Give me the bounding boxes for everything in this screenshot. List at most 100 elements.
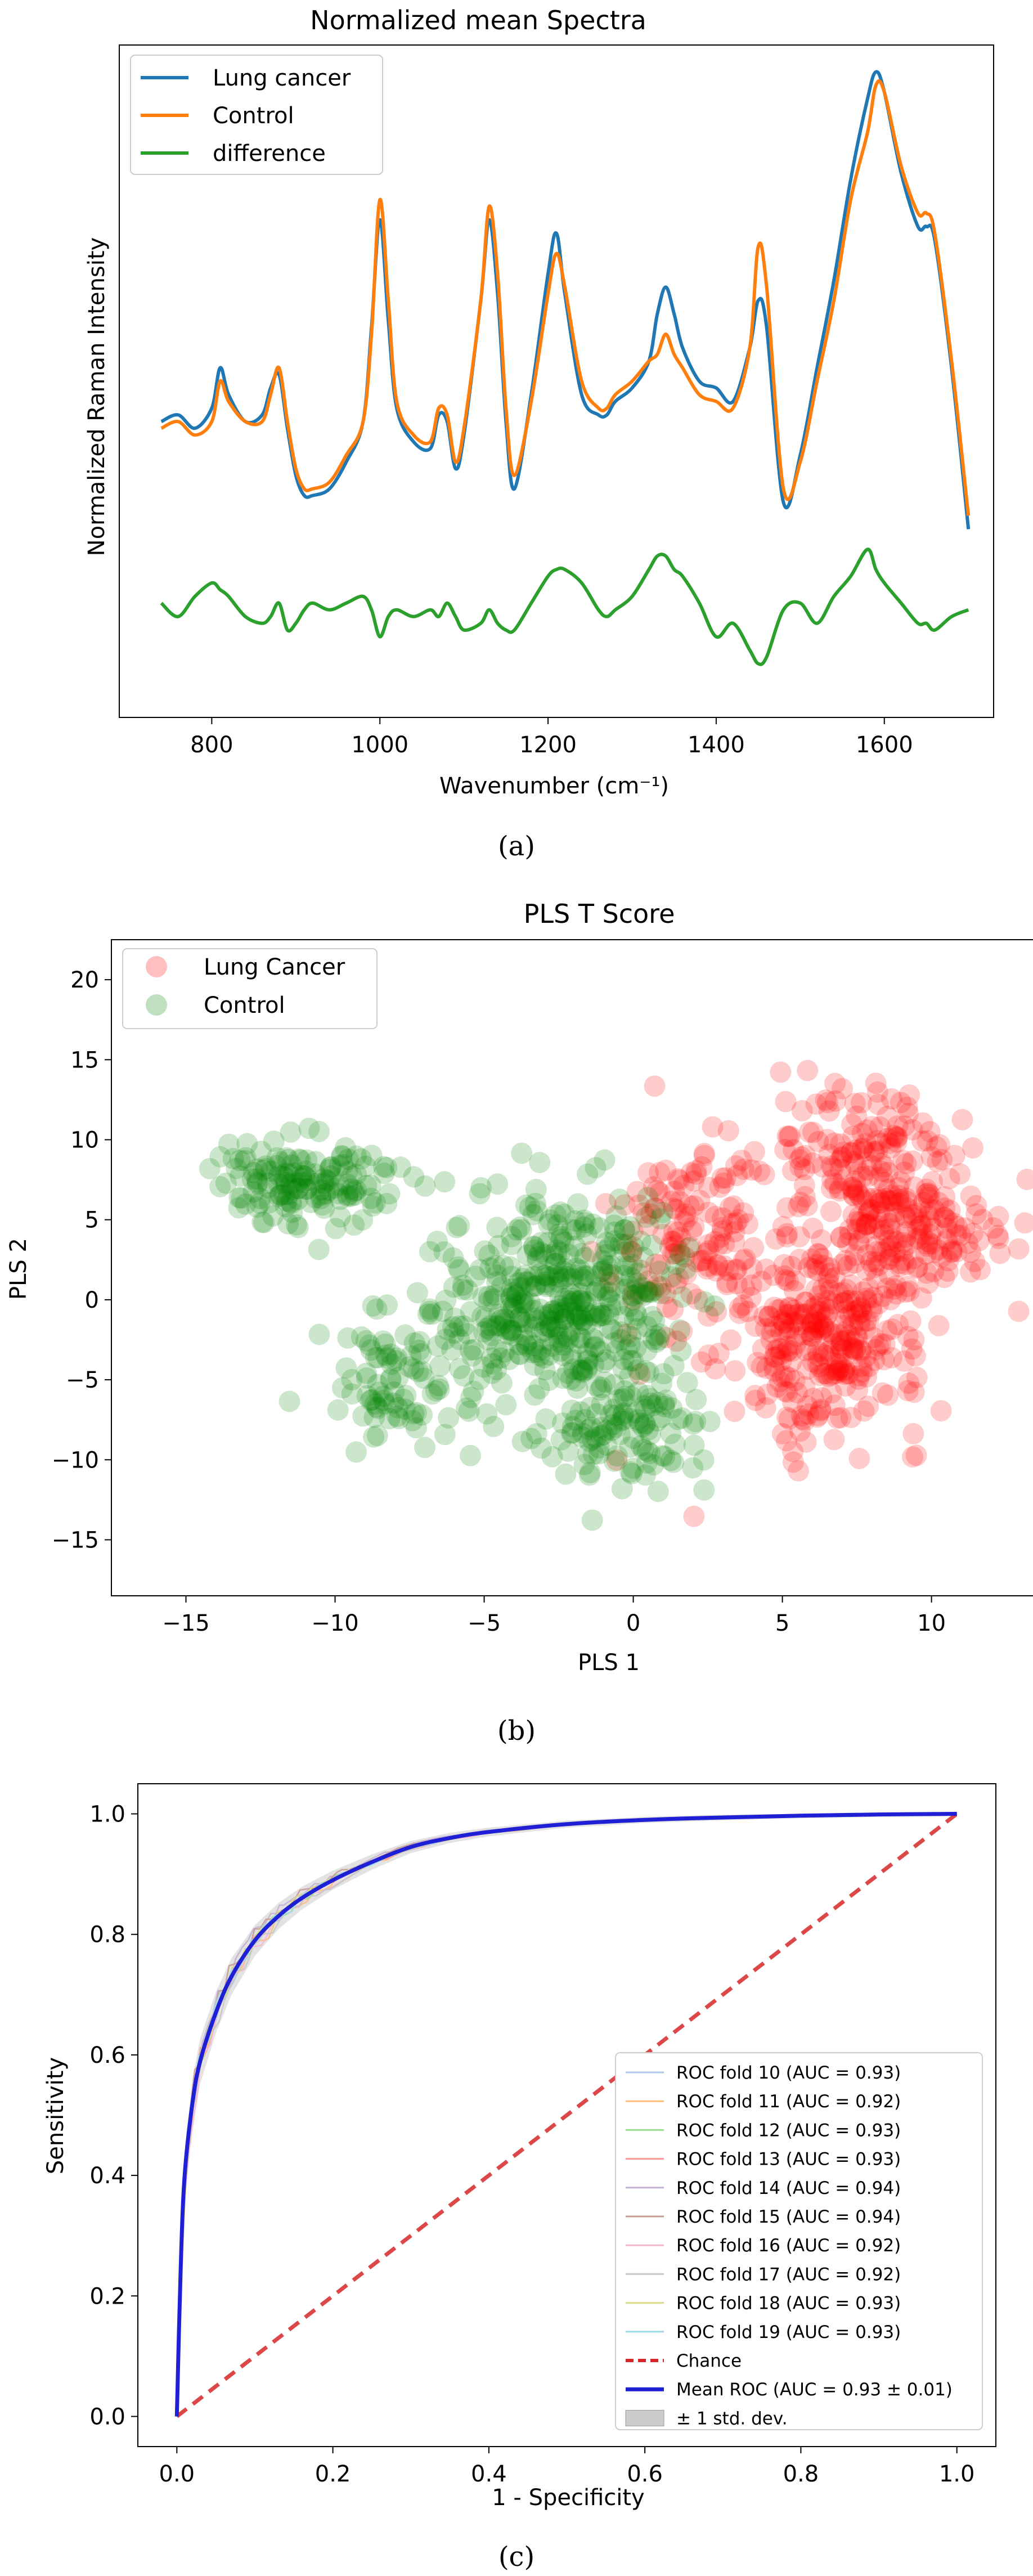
- scatter-point-control: [607, 1389, 629, 1411]
- scatter-point-lung-cancer: [885, 1275, 907, 1297]
- scatter-point-control: [408, 1339, 430, 1361]
- scatter-point-control: [647, 1480, 669, 1502]
- scatter-point-lung-cancer: [663, 1197, 685, 1219]
- scatter-point-lung-cancer: [895, 1226, 917, 1248]
- scatter-point-lung-cancer: [646, 1274, 668, 1296]
- scatter-point-lung-cancer: [770, 1344, 792, 1366]
- scatter-point-control: [553, 1231, 574, 1253]
- scatter-point-control: [483, 1416, 505, 1438]
- scatter-point-control: [493, 1341, 515, 1363]
- scatter-point-lung-cancer: [870, 1133, 892, 1155]
- scatter-point-control: [400, 1345, 422, 1367]
- scatter-point-control: [274, 1166, 296, 1188]
- scatter-point-lung-cancer: [629, 1363, 651, 1385]
- scatter-point-control: [651, 1372, 673, 1394]
- scatter-point-control: [285, 1214, 307, 1236]
- scatter-point-lung-cancer: [693, 1143, 715, 1164]
- scatter-point-lung-cancer: [780, 1255, 802, 1277]
- scatter-point-control: [643, 1280, 664, 1302]
- scatter-point-control: [682, 1457, 704, 1479]
- scatter-point-control: [512, 1268, 534, 1290]
- scatter-point-control: [614, 1219, 636, 1241]
- scatter-point-lung-cancer: [801, 1248, 823, 1270]
- scatter-point-lung-cancer: [707, 1234, 729, 1256]
- scatter-point-control: [419, 1241, 441, 1263]
- scatter-point-lung-cancer: [832, 1360, 854, 1382]
- scatter-point-control: [646, 1392, 668, 1413]
- scatter-point-lung-cancer: [850, 1092, 872, 1114]
- scatter-point-control: [372, 1385, 394, 1407]
- scatter-point-control: [603, 1374, 625, 1395]
- scatter-point-lung-cancer: [846, 1211, 868, 1233]
- scatter-point-lung-cancer: [846, 1218, 868, 1240]
- scatter-point-lung-cancer: [829, 1159, 851, 1181]
- scatter-point-control: [514, 1292, 536, 1313]
- scatter-point-control: [448, 1259, 470, 1281]
- scatter-point-control: [428, 1375, 449, 1397]
- scatter-point-lung-cancer: [864, 1142, 886, 1164]
- scatter-point-control: [661, 1266, 682, 1288]
- scatter-point-lung-cancer: [866, 1140, 888, 1162]
- scatter-point-control: [496, 1318, 518, 1340]
- scatter-point-lung-cancer: [861, 1116, 883, 1138]
- scatter-point-control: [472, 1286, 494, 1308]
- scatter-point-control: [523, 1236, 545, 1258]
- scatter-point-lung-cancer: [965, 1195, 987, 1217]
- scatter-point-control: [619, 1366, 640, 1388]
- scatter-point-lung-cancer: [872, 1382, 893, 1404]
- scatter-point-lung-cancer: [729, 1303, 751, 1324]
- scatter-point-control: [250, 1188, 271, 1209]
- scatter-point-control: [218, 1133, 240, 1155]
- scatter-point-lung-cancer: [896, 1276, 918, 1298]
- scatter-point-control: [564, 1290, 586, 1312]
- scatter-point-control: [341, 1368, 363, 1390]
- scatter-point-control: [569, 1313, 591, 1335]
- chart-c-xtick-label: 0.8: [783, 2461, 819, 2487]
- chart-b-xtick-label: 0: [626, 1610, 640, 1636]
- scatter-point-control: [246, 1158, 268, 1180]
- scatter-point-lung-cancer: [863, 1140, 885, 1162]
- scatter-point-control: [460, 1444, 481, 1466]
- scatter-point-lung-cancer: [855, 1346, 877, 1368]
- scatter-point-control: [374, 1333, 396, 1355]
- scatter-point-control: [291, 1168, 313, 1190]
- scatter-point-lung-cancer: [763, 1347, 785, 1368]
- chart-b-plot-area: [199, 1060, 1033, 1531]
- scatter-point-control: [523, 1265, 545, 1287]
- scatter-point-control: [482, 1353, 504, 1375]
- scatter-point-control: [629, 1412, 651, 1434]
- scatter-point-lung-cancer: [806, 1254, 828, 1276]
- scatter-point-control: [515, 1312, 537, 1334]
- scatter-point-lung-cancer: [761, 1321, 783, 1343]
- scatter-point-control: [558, 1328, 580, 1350]
- scatter-point-control: [501, 1265, 523, 1287]
- scatter-point-lung-cancer: [873, 1172, 895, 1193]
- scatter-point-lung-cancer: [829, 1343, 851, 1365]
- scatter-point-control: [498, 1348, 520, 1370]
- scatter-point-control: [505, 1285, 527, 1307]
- scatter-point-lung-cancer: [807, 1312, 829, 1333]
- scatter-point-control: [648, 1260, 670, 1282]
- scatter-point-control: [516, 1335, 538, 1357]
- scatter-point-lung-cancer: [866, 1268, 888, 1290]
- scatter-point-lung-cancer: [793, 1159, 815, 1181]
- scatter-point-control: [501, 1233, 523, 1255]
- scatter-point-lung-cancer: [807, 1243, 829, 1265]
- scatter-point-control: [522, 1342, 544, 1363]
- scatter-point-control: [591, 1393, 613, 1415]
- scatter-point-lung-cancer: [832, 1282, 854, 1304]
- scatter-point-control: [600, 1255, 622, 1277]
- scatter-point-control: [678, 1237, 700, 1259]
- chart-a-title: Normalized mean Spectra: [310, 5, 646, 35]
- scatter-point-lung-cancer: [628, 1194, 650, 1216]
- scatter-point-lung-cancer: [831, 1146, 853, 1168]
- chart-c-ytick-label: 0.6: [89, 2043, 125, 2068]
- scatter-point-lung-cancer: [812, 1156, 834, 1178]
- scatter-point-control: [471, 1305, 493, 1327]
- scatter-point-lung-cancer: [811, 1314, 833, 1335]
- scatter-point-lung-cancer: [821, 1169, 843, 1191]
- scatter-point-lung-cancer: [878, 1264, 900, 1286]
- scatter-point-lung-cancer: [863, 1327, 884, 1349]
- scatter-point-lung-cancer: [946, 1224, 968, 1246]
- scatter-point-control: [300, 1192, 322, 1214]
